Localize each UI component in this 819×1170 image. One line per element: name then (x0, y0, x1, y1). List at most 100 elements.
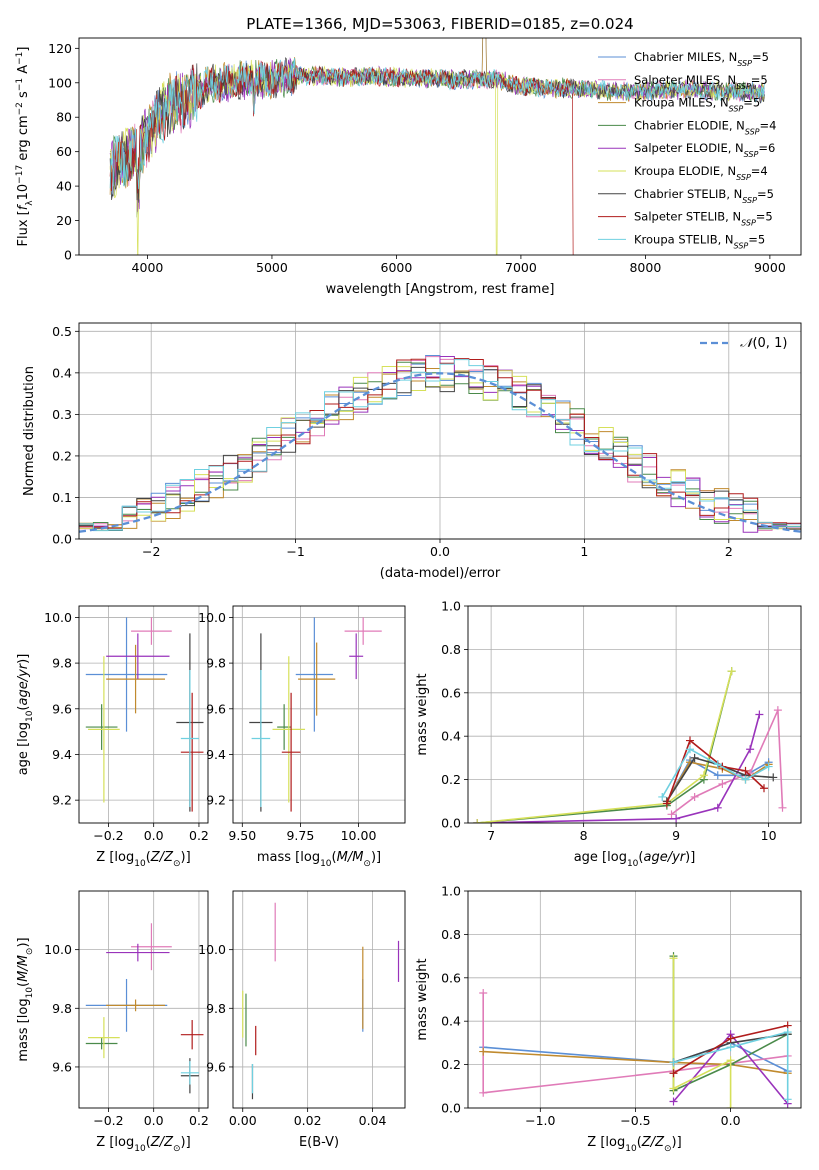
massweight-marker (764, 762, 773, 771)
y-tick-label: 0 (64, 248, 72, 263)
y-tick-label: 0.2 (441, 772, 461, 787)
massweight-marker (741, 775, 750, 784)
errorbar-sm (131, 617, 172, 645)
legend-label-ce: Chabrier ELODIE, NSSP=4 (634, 118, 776, 136)
legend-label-ke: Kroupa ELODIE, NSSP=4 (634, 164, 768, 182)
axes-frame (232, 605, 406, 824)
x-axis-label: mass [log10(M/M⊙)] (257, 850, 381, 869)
errorbar-ks (180, 1061, 199, 1085)
errorbar-sm (344, 617, 382, 645)
massweight-marker (658, 792, 667, 801)
y-tick-label: 9.2 (206, 793, 226, 808)
massweight-series-ce (473, 667, 736, 823)
massweight-marker (662, 799, 671, 808)
y-tick-label: 40 (56, 179, 72, 194)
grid-lines (79, 891, 208, 1108)
massweight-vs-age-panel: 7 8 9 10 0.0 0.2 0.4 0.6 0.8 1.0 age [log10(age/yr… (415, 599, 802, 869)
x-tick-label: 7000 (505, 260, 537, 275)
x-tick-label: 8 (580, 828, 588, 843)
x-tick-label: 6000 (381, 260, 413, 275)
x-tick-label: −1 (286, 544, 304, 559)
legend-label-sm: Salpeter MILES, NSSP=5 (634, 73, 768, 91)
x-tick-label: −0.5 (620, 1113, 650, 1128)
x-tick-label: −2 (142, 544, 160, 559)
x-tick-label: 9.50 (228, 828, 256, 843)
errorbar-se (349, 633, 364, 680)
axis-ticks: 7 8 9 10 0.0 0.2 0.4 0.6 0.8 1.0 (441, 599, 777, 844)
massweight-marker (672, 814, 681, 823)
errorbar-ce (85, 1037, 118, 1050)
massweight-marker (686, 736, 694, 745)
y-tick-label: 80 (56, 110, 72, 125)
massweight-marker (726, 1043, 735, 1052)
y-tick-label: 9.6 (206, 1059, 226, 1074)
massweight-marker (778, 803, 787, 812)
massweight-marker (667, 810, 676, 819)
x-axis-label: Z [log10(Z/Z⊙)] (96, 1135, 190, 1154)
x-tick-label: 9.75 (286, 828, 314, 843)
massweight-marker (669, 1058, 678, 1067)
errorbar-ce (85, 704, 118, 750)
errorbar-cm (295, 617, 333, 732)
x-axis-label: (data-model)/error (380, 566, 501, 581)
massweight-marker (783, 1028, 792, 1037)
x-axis-label: Z [log10(Z/Z⊙)] (96, 850, 190, 869)
x-tick-label: 7 (487, 828, 495, 843)
axes-frame (232, 890, 406, 1109)
errorbar-ke (88, 656, 120, 803)
x-tick-label: 9 (672, 828, 680, 843)
errorbar-se (106, 943, 170, 962)
y-tick-label: 0.4 (441, 1014, 461, 1029)
x-tick-label: 10 (761, 828, 777, 843)
y-tick-label: 0.2 (52, 448, 72, 463)
grid-lines (233, 891, 405, 1108)
errorbar-ke (88, 1017, 120, 1059)
y-axis-label: mass [log10(M/M⊙)] (16, 937, 35, 1061)
y-axis-label: mass weight (415, 958, 430, 1040)
age-vs-metallicity-panel: −0.2 0.0 0.2 9.2 9.4 9.6 9.8 10.0 Z [log10(Z/Z⊙)… (16, 605, 209, 869)
y-tick-label: 9.8 (52, 1001, 72, 1016)
x-tick-label: −0.2 (93, 828, 123, 843)
spectrum-line-ss (109, 61, 574, 255)
y-tick-label: 0.4 (441, 729, 461, 744)
spectrum-legend: Chabrier MILES, NSSP=5 Salpeter MILES, NS… (598, 50, 776, 250)
massweight-marker (479, 1047, 488, 1056)
y-tick-label: 10.0 (44, 942, 72, 957)
grid-lines (79, 606, 208, 823)
massweight-marker (760, 784, 768, 793)
legend-label-km: Kroupa MILES, NSSP=5 (634, 96, 760, 114)
y-axis-label: Flux [fλ10−17 erg cm−2 s−1 A−1] (15, 47, 35, 247)
axis-ticks: −2 −1 0.0 1 2 0.0 0.1 0.2 0.3 0.4 0.5 (52, 324, 733, 559)
y-axis-label: mass weight (415, 673, 430, 755)
legend-label-se: Salpeter ELODIE, NSSP=6 (634, 141, 775, 159)
errorbar-km (298, 642, 336, 716)
massweight-series-ks (669, 1028, 792, 1104)
y-tick-label: 10.0 (198, 610, 226, 625)
massweight-marker (686, 745, 694, 754)
massweight-marker (726, 1056, 735, 1065)
massweight-vs-metallicity-panel: −1.0 −0.5 0.0 0.0 0.2 0.4 0.6 0.8 1.0 Z [log10(Z/… (415, 884, 802, 1154)
massweight-marker (473, 819, 482, 823)
y-tick-label: 0.3 (52, 407, 72, 422)
massweight-marker (669, 1084, 678, 1093)
massweight-marker (669, 1097, 678, 1106)
y-tick-label: 1.0 (441, 599, 461, 614)
errorbar-km (106, 644, 165, 714)
x-axis-label: Z [log10(Z/Z⊙)] (587, 1135, 681, 1154)
x-axis-label: wavelength [Angstrom, rest frame] (326, 282, 555, 297)
massweight-marker (690, 753, 699, 762)
axes-frame (78, 322, 802, 540)
massweight-series-ss (669, 1021, 792, 1078)
axis-ticks: −0.2 0.0 0.2 9.2 9.4 9.6 9.8 10.0 (44, 610, 209, 843)
massweight-marker (783, 1095, 792, 1104)
x-tick-label: 2 (725, 544, 733, 559)
massweight-marker (727, 667, 736, 676)
y-axis-label: age [log10(age/yr)] (16, 654, 35, 776)
legend-label-ks: Kroupa STELIB, NSSP=5 (634, 232, 765, 250)
massweight-marker (769, 773, 778, 782)
y-tick-label: 0.2 (441, 1057, 461, 1072)
y-tick-label: 100 (48, 75, 72, 90)
normal-reference-curve (79, 372, 801, 533)
massweight-marker (713, 771, 722, 780)
errorbar-sm (131, 923, 172, 971)
